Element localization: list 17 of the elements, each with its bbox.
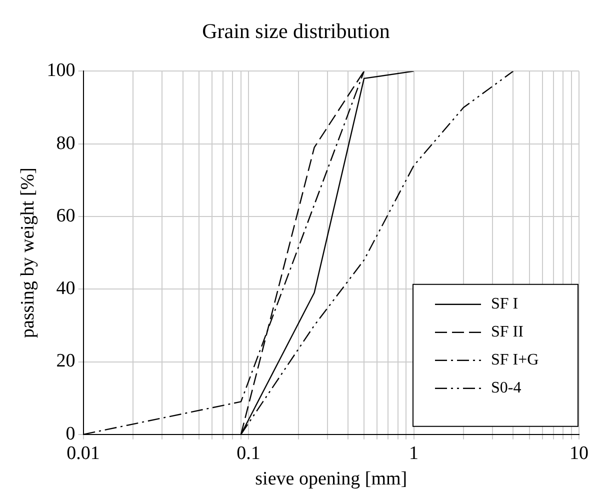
y-tick-label: 80: [56, 132, 76, 154]
x-tick-label: 1: [409, 442, 419, 464]
y-tick-label: 60: [56, 205, 76, 226]
y-tick-label: 40: [56, 278, 76, 300]
x-axis-title: sieve opening [mm]: [255, 468, 408, 490]
chart-title: Grain size distribution: [202, 19, 390, 44]
legend-label: SF II: [491, 324, 524, 341]
x-tick-label: 0.1: [236, 442, 260, 464]
y-tick-label: 20: [56, 350, 76, 372]
legend-label: SF I: [491, 296, 518, 313]
x-tick-label: 10: [570, 442, 588, 464]
y-tick-label: 0: [66, 423, 76, 444]
legend-label: SF I+G: [491, 352, 540, 369]
y-axis-title: passing by weight [%]: [17, 168, 38, 338]
x-tick-label: 0.01: [66, 442, 100, 464]
legend-label: S0-4: [491, 380, 522, 397]
y-tick-label: 100: [46, 60, 76, 82]
